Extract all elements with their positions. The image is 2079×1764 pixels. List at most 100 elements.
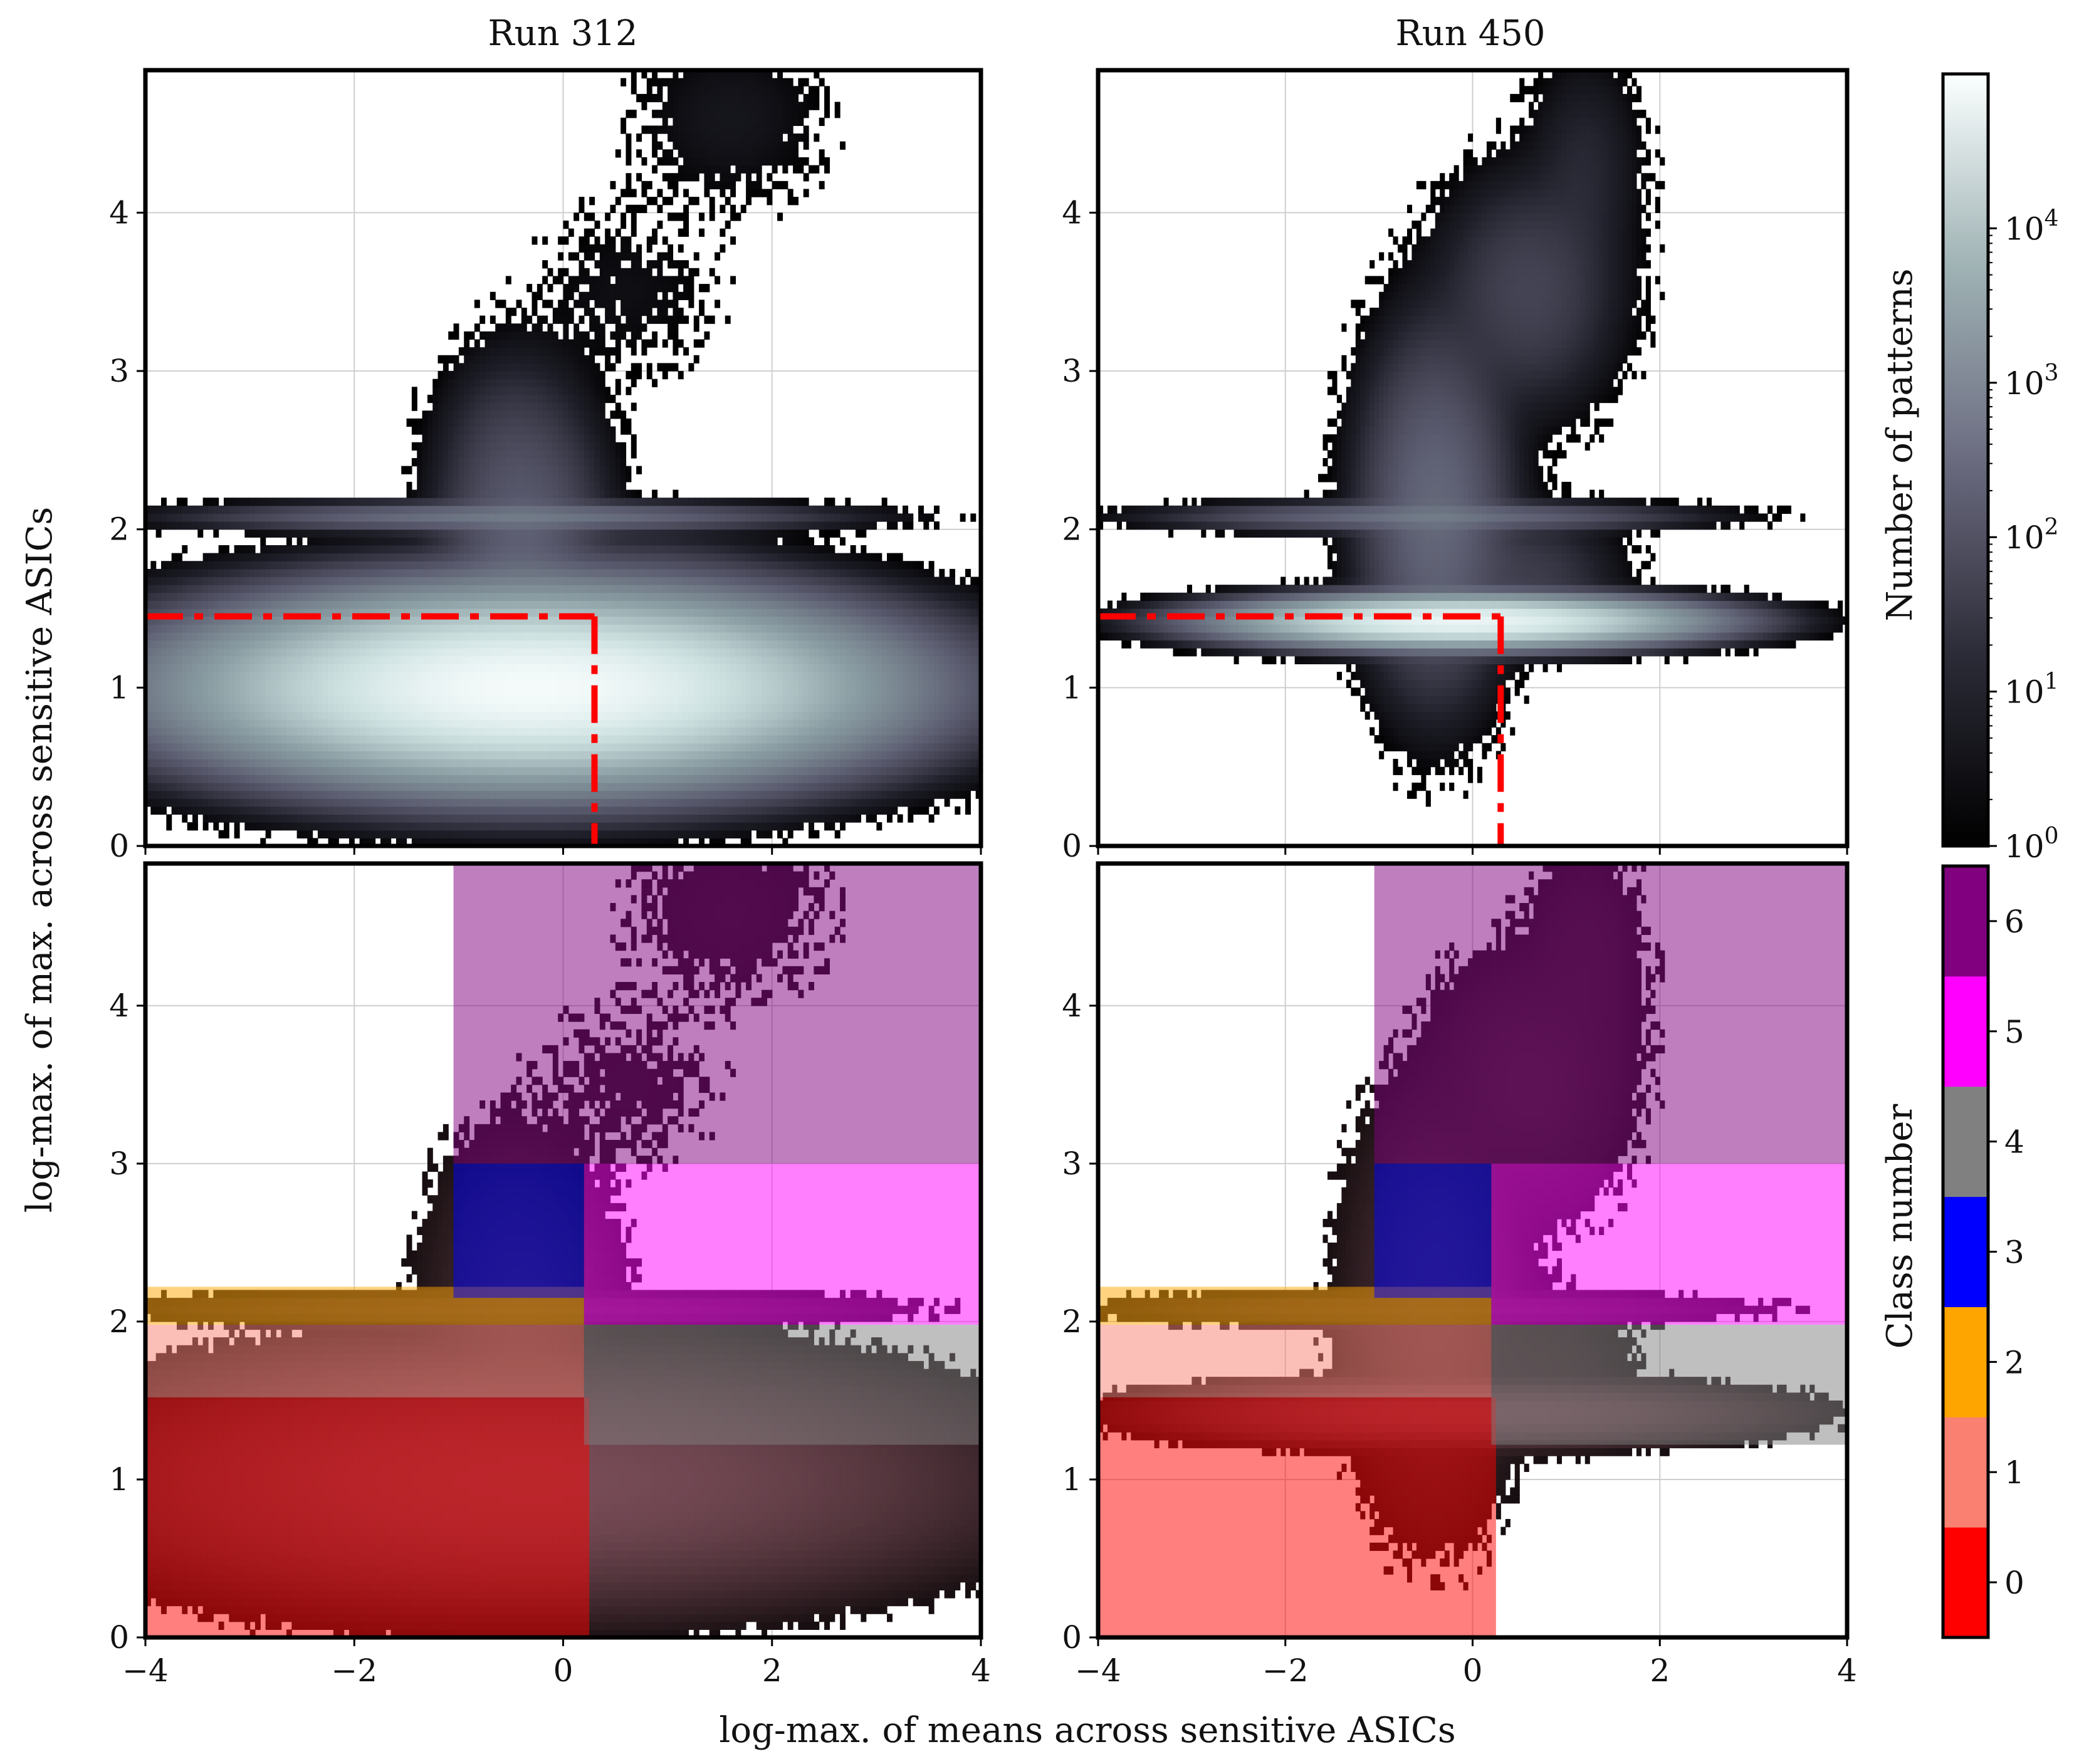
density-cell xyxy=(547,284,553,293)
density-cell xyxy=(469,648,475,657)
density-cell xyxy=(552,387,558,395)
density-cell xyxy=(469,402,475,411)
density-cell xyxy=(599,568,605,578)
density-cell xyxy=(343,648,350,657)
density-cell xyxy=(270,600,276,609)
density-cell xyxy=(307,830,313,838)
density-cell xyxy=(594,577,600,585)
density-cell xyxy=(229,727,235,736)
density-cell xyxy=(417,585,423,593)
density-cell xyxy=(427,608,433,617)
density-cell xyxy=(244,640,251,649)
density-cell xyxy=(516,719,522,728)
density-cell xyxy=(479,418,486,427)
density-cell xyxy=(401,616,407,625)
density-cell xyxy=(359,790,365,799)
density-cell xyxy=(192,687,198,696)
density-cell xyxy=(573,782,580,791)
density-cell xyxy=(375,632,381,641)
density-cell xyxy=(417,759,423,768)
density-cell xyxy=(187,561,193,570)
density-cell xyxy=(599,600,605,609)
density-cell xyxy=(511,561,517,570)
density-cell xyxy=(375,806,381,815)
density-cell xyxy=(453,798,459,807)
density-cell xyxy=(370,608,376,617)
density-cell xyxy=(427,442,433,451)
density-cell xyxy=(254,814,261,823)
density-cell xyxy=(542,743,548,752)
density-cell xyxy=(260,577,266,585)
density-cell xyxy=(631,798,637,807)
density-cell xyxy=(511,806,517,815)
density-cell xyxy=(432,711,439,720)
density-cell xyxy=(615,585,621,593)
density-cell xyxy=(490,766,496,775)
density-cell xyxy=(579,481,585,491)
density-cell xyxy=(615,260,621,269)
density-cell xyxy=(286,711,292,720)
density-cell xyxy=(171,672,177,681)
density-cell xyxy=(437,624,444,633)
density-cell xyxy=(579,735,585,744)
density-cell xyxy=(155,608,162,617)
density-cell xyxy=(547,300,553,308)
density-cell xyxy=(631,695,637,704)
density-cell xyxy=(542,655,548,665)
density-cell xyxy=(584,679,590,688)
density-cell xyxy=(291,743,298,752)
density-cell xyxy=(599,751,605,759)
density-cell xyxy=(223,600,229,609)
density-cell xyxy=(260,537,266,546)
density-cell xyxy=(348,798,355,807)
density-cell xyxy=(448,751,454,759)
density-cell xyxy=(276,505,282,514)
density-cell xyxy=(422,577,428,585)
density-cell xyxy=(427,759,433,768)
density-cell xyxy=(406,537,412,546)
density-cell xyxy=(547,672,553,681)
density-cell xyxy=(254,822,261,831)
density-cell xyxy=(364,505,370,514)
density-cell xyxy=(270,505,276,514)
density-cell xyxy=(411,838,417,847)
density-cell xyxy=(390,735,397,744)
density-cell xyxy=(495,371,501,380)
density-cell xyxy=(448,648,454,657)
density-cell xyxy=(443,814,449,823)
density-cell xyxy=(437,466,444,474)
density-cell xyxy=(511,458,517,467)
density-cell xyxy=(621,561,627,570)
density-cell xyxy=(594,387,600,395)
density-cell xyxy=(223,719,229,728)
density-cell xyxy=(495,664,501,672)
density-cell xyxy=(395,664,402,672)
density-cell xyxy=(490,434,496,443)
density-cell xyxy=(406,655,412,665)
density-cell xyxy=(348,616,355,625)
density-cell xyxy=(484,410,491,419)
density-cell xyxy=(621,727,627,736)
density-cell xyxy=(411,711,417,720)
density-cell xyxy=(213,679,219,688)
density-cell xyxy=(213,655,219,665)
density-cell xyxy=(244,616,251,625)
density-cell xyxy=(323,806,329,815)
density-cell xyxy=(375,814,381,823)
density-cell xyxy=(579,790,585,799)
density-cell xyxy=(312,743,318,752)
density-cell xyxy=(328,782,334,791)
density-cell xyxy=(234,655,240,665)
density-cell xyxy=(631,378,637,387)
density-cell xyxy=(265,632,271,641)
density-cell xyxy=(626,149,632,158)
density-cell xyxy=(516,521,522,530)
density-cell xyxy=(323,679,329,688)
density-cell xyxy=(239,719,245,728)
density-cell xyxy=(568,719,574,728)
density-cell xyxy=(296,498,303,506)
density-cell xyxy=(417,766,423,775)
density-cell xyxy=(521,418,527,427)
density-cell xyxy=(626,592,632,601)
density-cell xyxy=(495,577,501,585)
